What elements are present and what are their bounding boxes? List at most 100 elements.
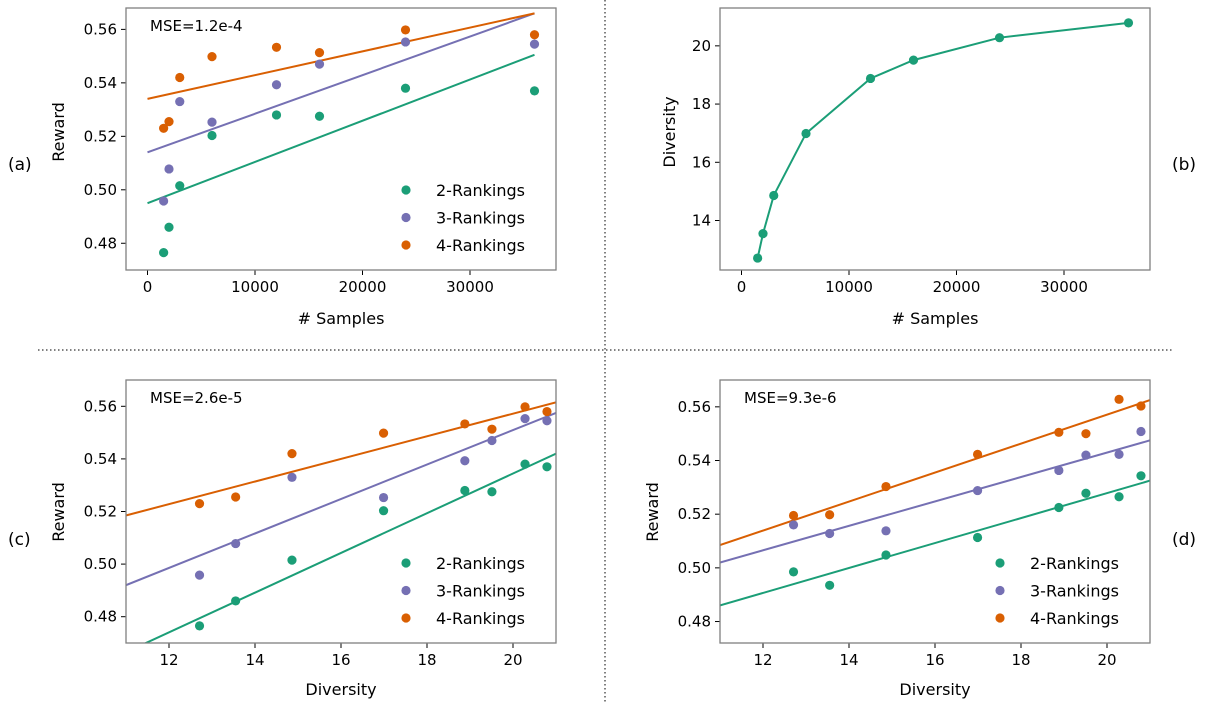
y-tick-label: 0.54 (84, 74, 117, 92)
data-point-4-rankings (194, 499, 205, 509)
data-point-2-rankings (287, 555, 297, 565)
x-tick-label: 20000 (933, 278, 981, 296)
data-point-3-rankings (972, 485, 983, 496)
data-point-2-rankings (788, 567, 799, 577)
y-tick-label: 0.48 (84, 234, 117, 252)
data-point-4-rankings (1136, 401, 1146, 411)
data-point-4-rankings (972, 449, 983, 459)
legend-label: 2-Rankings (436, 554, 525, 573)
data-point-series (865, 73, 876, 84)
fit-line-3-rankings (720, 439, 1150, 564)
data-point-series (994, 33, 1005, 43)
y-tick-label: 16 (692, 153, 711, 171)
data-point-2-rankings (314, 111, 325, 121)
data-point-2-rankings (881, 550, 891, 560)
legend-marker (401, 613, 411, 623)
fit-line-3-rankings (126, 411, 556, 587)
plot-frame (719, 379, 1151, 644)
panels: (a) 0 10000 20000 30000 0.48 0.50 0.52 0.54 0.56 #… (8, 7, 1196, 699)
y-tick-label: 14 (692, 212, 711, 230)
fit-line-4-rankings (126, 401, 556, 517)
y-tick-label: 0.56 (84, 20, 117, 38)
mse-annotation: MSE=9.3e-6 (744, 389, 837, 407)
data-point-4-rankings (400, 25, 411, 35)
y-tick-label: 0.52 (678, 505, 711, 523)
legend-label: 2-Rankings (1030, 554, 1119, 573)
data-point-2-rankings (825, 580, 835, 590)
plot-frame (125, 7, 557, 271)
fit-line-4-rankings (720, 399, 1150, 546)
data-point-2-rankings (164, 222, 174, 232)
data-point-3-rankings (1081, 450, 1091, 460)
y-tick-label: 0.56 (84, 397, 117, 415)
data-point-2-rankings (194, 621, 205, 631)
data-point-series (801, 128, 811, 139)
legend-marker (401, 558, 411, 568)
mse-annotation: MSE=2.6e-5 (150, 389, 243, 407)
data-point-4-rankings (175, 72, 185, 83)
legend-marker (995, 613, 1005, 623)
data-point-2-rankings (1081, 488, 1091, 498)
data-point-2-rankings (1136, 471, 1146, 481)
y-tick-label: 0.54 (678, 452, 711, 470)
mse-annotation: MSE=1.2e-4 (150, 17, 243, 35)
data-point-4-rankings (271, 42, 282, 52)
data-point-4-rankings (881, 481, 891, 492)
y-tick-label: 0.54 (84, 450, 117, 468)
chart-panel-d: (d) 12 14 16 18 20 0.48 0.50 0.52 0.54 0.56 Diversi… (643, 379, 1196, 699)
data-point-4-rankings (542, 406, 552, 417)
data-point-3-rankings (825, 528, 835, 539)
y-tick-label: 18 (692, 95, 711, 113)
plot-frame (719, 7, 1151, 271)
data-point-series (769, 190, 779, 201)
data-point-3-rankings (271, 80, 282, 90)
data-point-3-rankings (159, 196, 169, 206)
legend: 2-Rankings 3-Rankings 4-Rankings (401, 181, 525, 255)
panel-label: (a) (8, 155, 32, 175)
y-tick-label: 0.56 (678, 398, 711, 416)
data-point-3-rankings (175, 96, 185, 107)
data-point-3-rankings (164, 164, 174, 174)
x-axis-label: Diversity (899, 680, 970, 699)
data-point-2-rankings (487, 487, 497, 497)
y-axis-label: Reward (49, 482, 68, 542)
data-point-4-rankings (231, 492, 241, 502)
x-tick-label: 14 (245, 651, 264, 669)
data-point-2-rankings (460, 485, 470, 496)
y-tick-label: 0.50 (84, 555, 117, 573)
data-point-2-rankings (542, 462, 552, 472)
x-tick-label: 20 (503, 651, 522, 669)
data-point-2-rankings (231, 596, 241, 606)
fit-line-2-rankings (147, 53, 535, 205)
panel-label: (c) (8, 530, 31, 550)
data-point-2-rankings (378, 506, 389, 516)
data-point-2-rankings (400, 83, 411, 93)
data-point-2-rankings (529, 86, 540, 96)
x-tick-label: 12 (159, 651, 178, 669)
data-point-3-rankings (1136, 426, 1146, 437)
data-point-2-rankings (972, 532, 983, 543)
y-axis-label: Diversity (660, 96, 679, 167)
x-tick-label: 18 (417, 651, 436, 669)
y-tick-label: 0.52 (84, 127, 117, 145)
x-tick-label: 0 (143, 278, 153, 296)
panel-label: (d) (1172, 530, 1196, 550)
legend-marker (401, 212, 411, 223)
data-point-3-rankings (207, 117, 217, 127)
legend-label: 4-Rankings (1030, 609, 1119, 628)
legend-marker (995, 558, 1005, 568)
panel-dividers (38, 0, 1172, 704)
data-point-3-rankings (520, 414, 530, 424)
legend-label: 3-Rankings (436, 582, 525, 601)
data-point-4-rankings (825, 510, 835, 520)
fit-line-2-rankings (720, 479, 1150, 607)
y-tick-label: 0.48 (678, 613, 711, 631)
legend-marker (401, 240, 411, 250)
y-tick-label: 0.52 (84, 503, 117, 521)
legend-marker (401, 585, 411, 596)
legend-label: 4-Rankings (436, 236, 525, 255)
data-point-series (908, 55, 919, 65)
data-point-4-rankings (314, 48, 325, 58)
y-tick-label: 0.50 (678, 559, 711, 577)
x-tick-label: 10000 (231, 278, 279, 296)
